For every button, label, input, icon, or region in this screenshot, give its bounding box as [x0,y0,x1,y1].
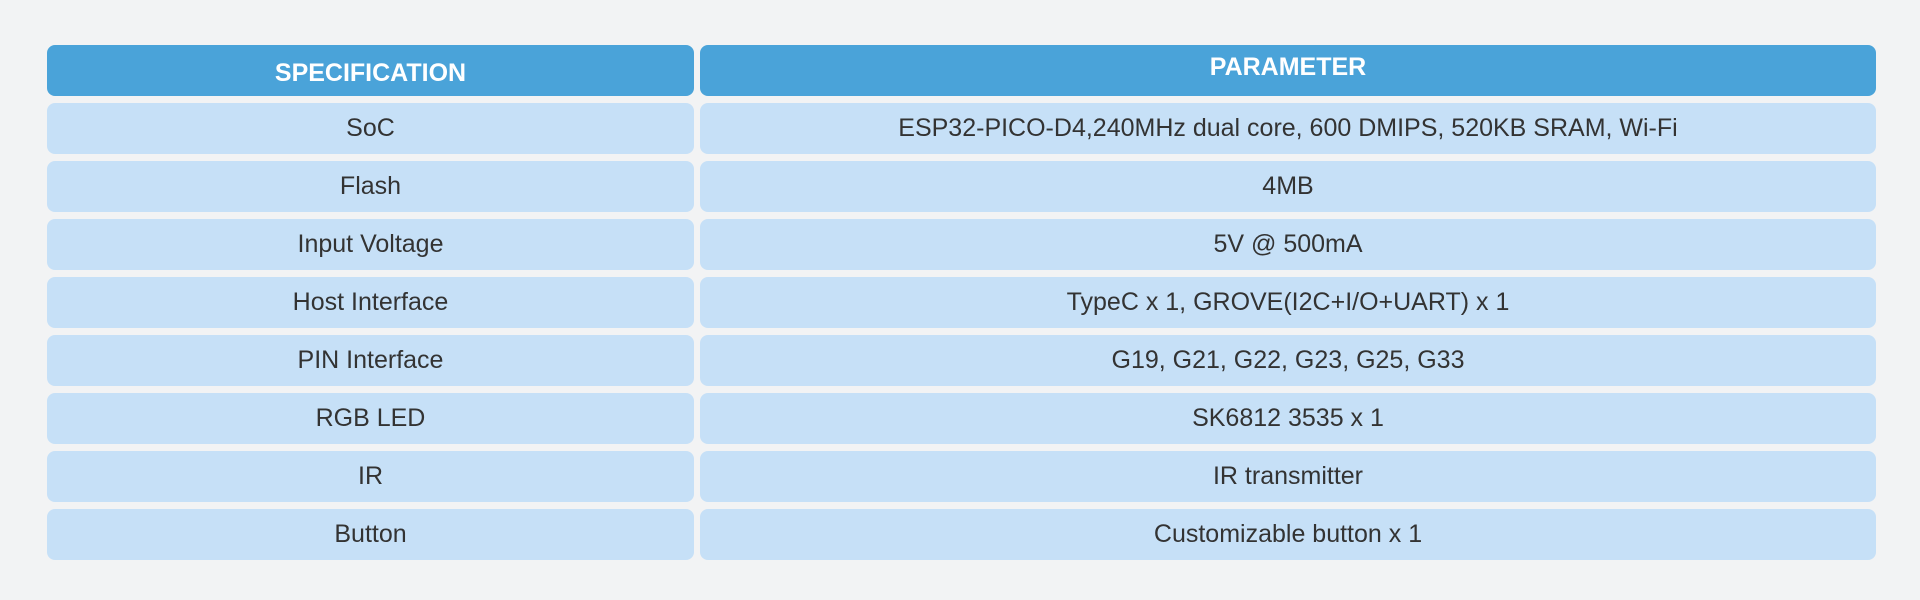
param-cell: Customizable button x 1 [700,509,1876,560]
param-cell: 5V @ 500mA [700,219,1876,270]
table-row: PIN Interface G19, G21, G22, G23, G25, G3… [47,335,1876,386]
spec-cell: Host Interface [47,277,694,328]
spec-cell: Button [47,509,694,560]
spec-cell: RGB LED [47,393,694,444]
spec-cell: IR [47,451,694,502]
param-cell: G19, G21, G22, G23, G25, G33 [700,335,1876,386]
table-row: Input Voltage 5V @ 500mA [47,219,1876,270]
spec-cell: SoC [47,103,694,154]
table-header: SPECIFICATION PARAMETER [47,45,1876,96]
table-row: Flash 4MB [47,161,1876,212]
param-cell: ESP32-PICO-D4,240MHz dual core, 600 DMIP… [700,103,1876,154]
header-parameter: PARAMETER [700,45,1876,96]
table-row: SoC ESP32-PICO-D4,240MHz dual core, 600 D… [47,103,1876,154]
spec-cell: Input Voltage [47,219,694,270]
spec-table: SPECIFICATION PARAMETER SoC ESP32-PICO-D4… [47,45,1876,567]
param-cell: IR transmitter [700,451,1876,502]
spec-cell: Flash [47,161,694,212]
table-row: IR IR transmitter [47,451,1876,502]
header-specification: SPECIFICATION [47,45,694,96]
table-row: Host Interface TypeC x 1, GROVE(I2C+I/O+U… [47,277,1876,328]
table-row: Button Customizable button x 1 [47,509,1876,560]
param-cell: SK6812 3535 x 1 [700,393,1876,444]
spec-cell: PIN Interface [47,335,694,386]
table-row: RGB LED SK6812 3535 x 1 [47,393,1876,444]
param-cell: 4MB [700,161,1876,212]
param-cell: TypeC x 1, GROVE(I2C+I/O+UART) x 1 [700,277,1876,328]
